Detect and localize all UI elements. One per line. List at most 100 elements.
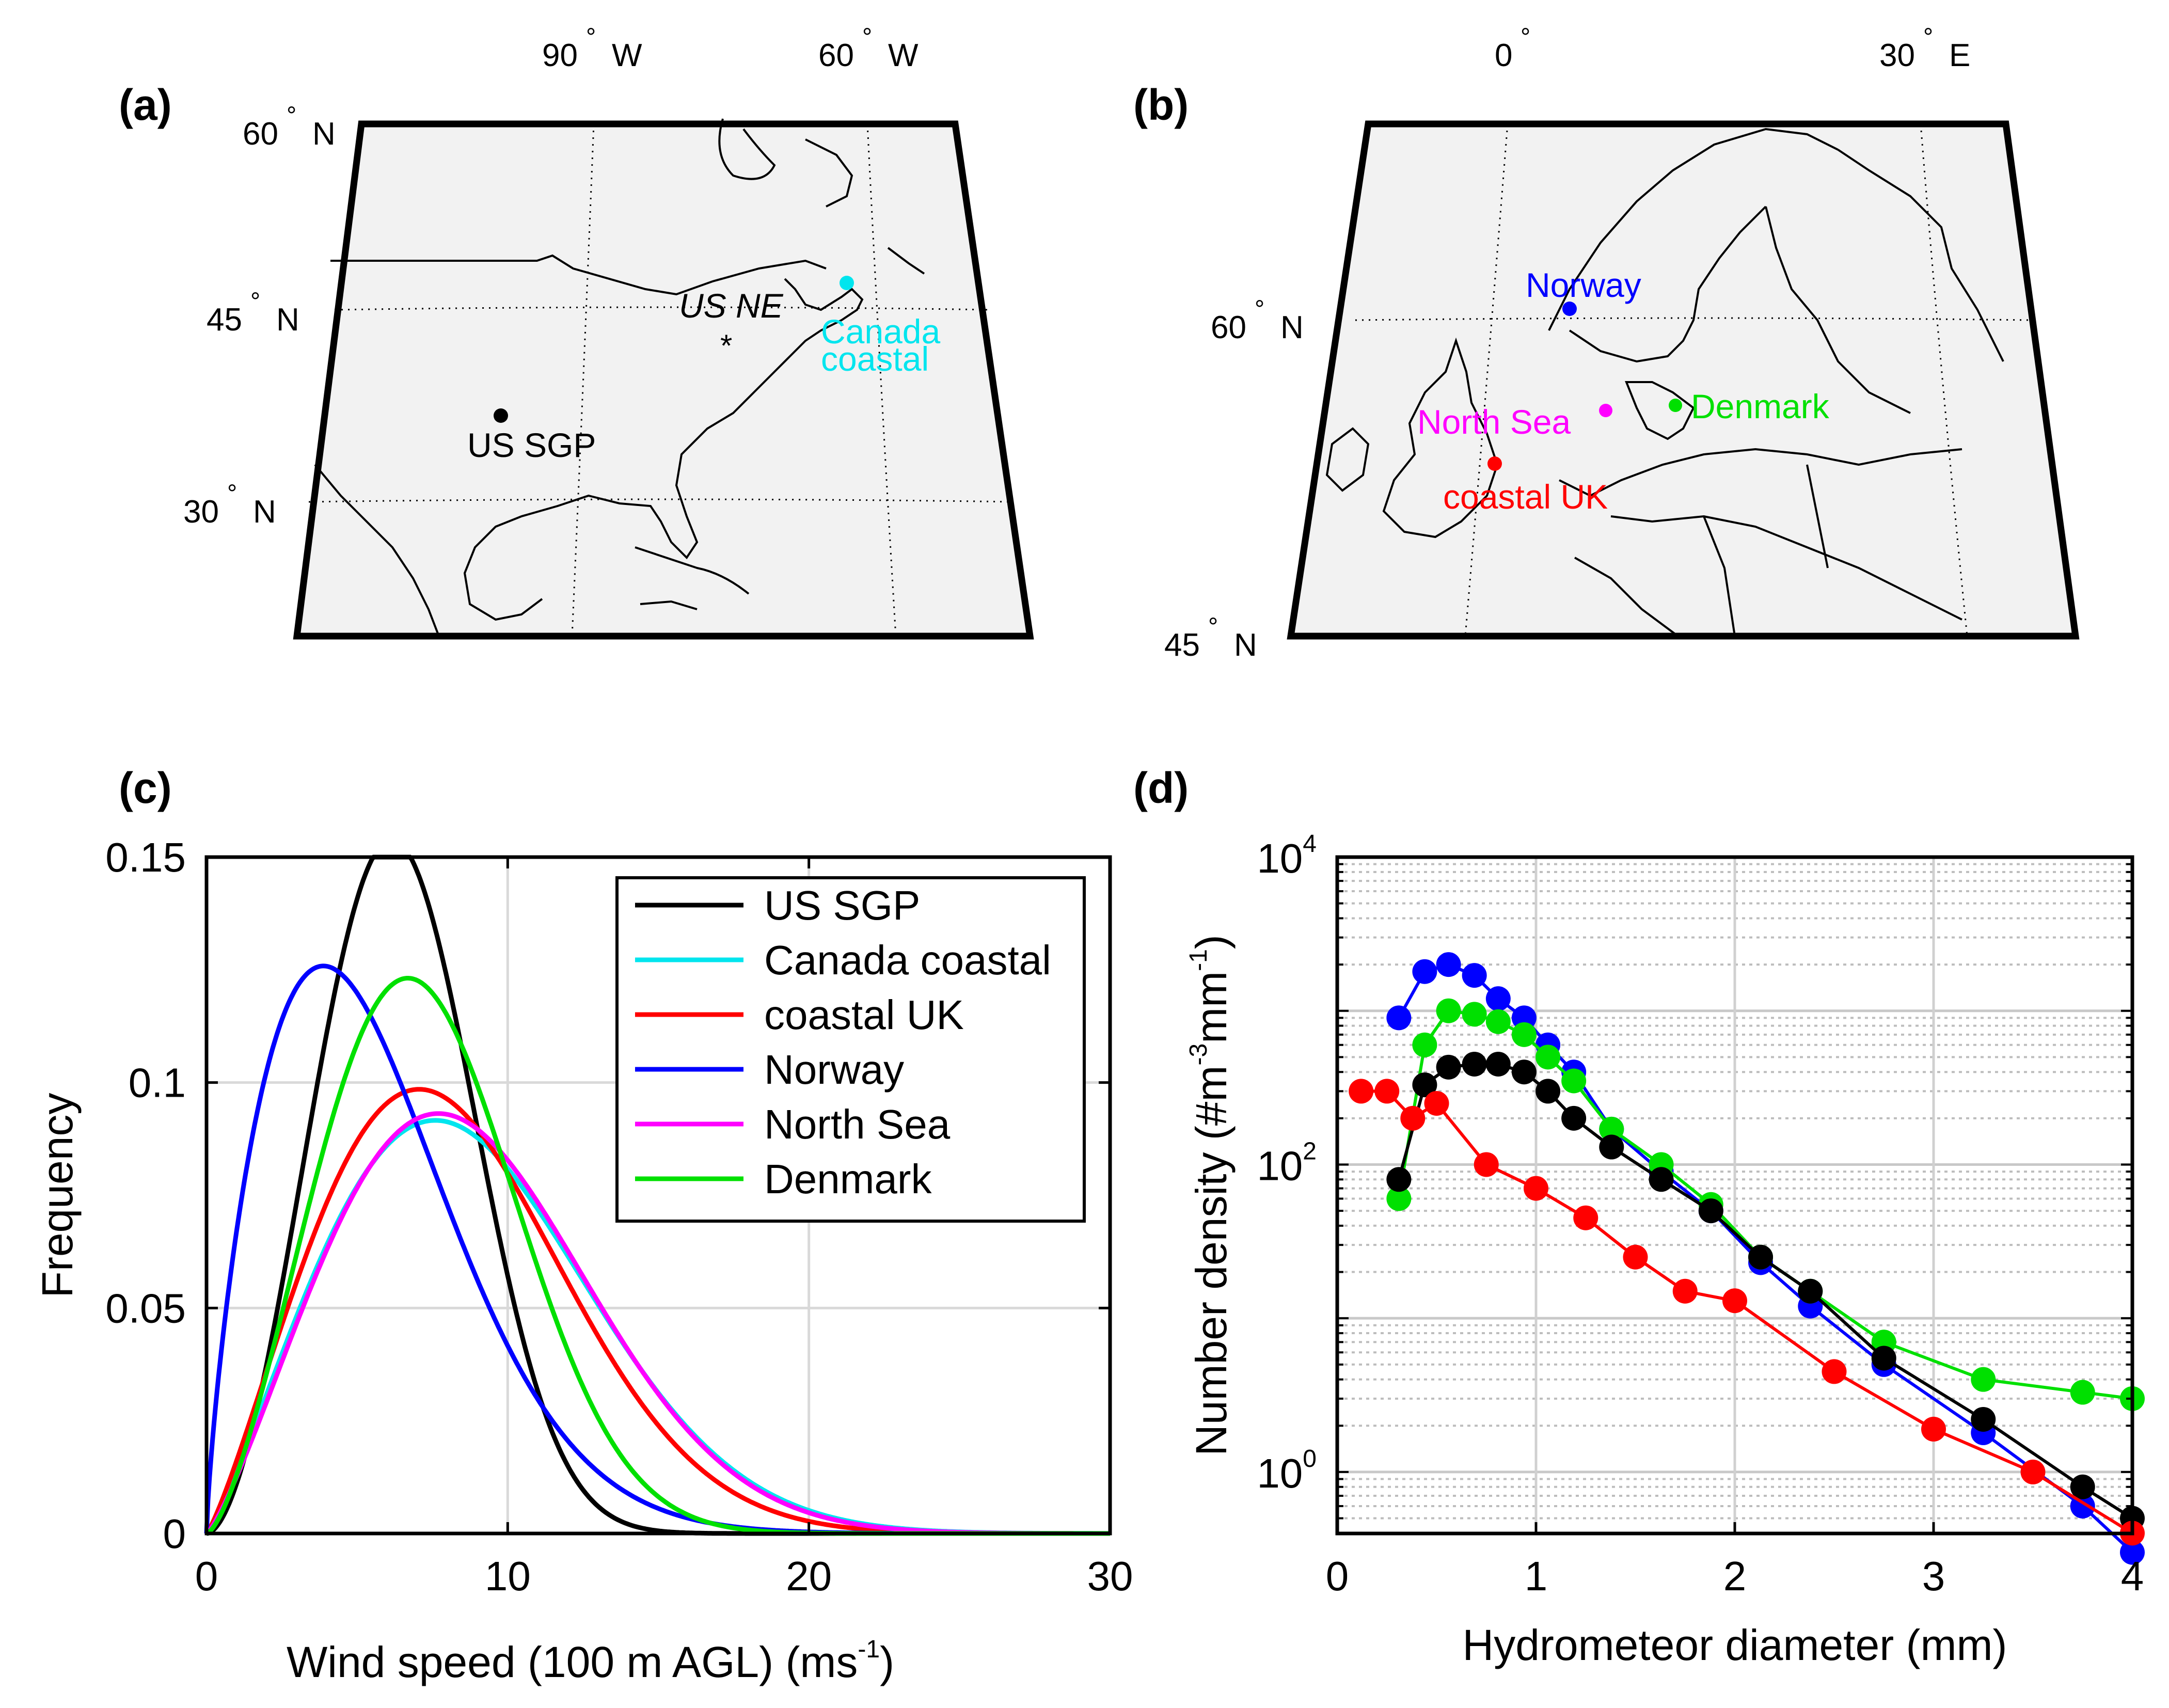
chart-d-xtick-label: 3 — [1922, 1553, 1945, 1599]
chart-d-point-us-sgp — [1971, 1406, 1996, 1432]
chart-d-point-denmark — [1386, 1186, 1412, 1211]
svg-text:60: 60 — [243, 116, 278, 152]
map-b-lon-30e: 30 ° E — [1879, 24, 1970, 73]
chart-c-legend-box — [615, 876, 1086, 1223]
svg-text:°: ° — [250, 288, 260, 315]
chart-d-point-us-sgp — [1386, 1167, 1412, 1192]
chart-d-ticks: 0 1 2 3 4 100 102 104 — [1257, 830, 2144, 1599]
chart-c-ytick-label: 0.05 — [105, 1285, 186, 1331]
chart-d-xtick-label: 0 — [1326, 1553, 1349, 1599]
site-north-sea-label: North Sea — [1417, 403, 1571, 441]
chart-c-ylabel: Frequency — [33, 1093, 82, 1298]
chart-c-xtick-label: 0 — [195, 1553, 218, 1599]
map-a-graticule — [308, 123, 1014, 637]
chart-d-point-norway — [1462, 963, 1487, 988]
chart-d-xtick-label: 1 — [1525, 1553, 1548, 1599]
svg-text:Wind speed (100 m AGL) (ms-1): Wind speed (100 m AGL) (ms-1) — [287, 1636, 894, 1686]
svg-text:°: ° — [1923, 24, 1933, 51]
chart-d-point-norway — [2120, 1540, 2145, 1565]
svg-text:N: N — [1280, 310, 1304, 345]
chart-d-point-us-sgp — [1698, 1198, 1723, 1224]
chart-d-point-us-sgp — [1412, 1072, 1437, 1098]
chart-d-point-coastal-uk — [1400, 1105, 1426, 1131]
svg-text:45: 45 — [207, 302, 242, 338]
chart-c-legend-label-coastal-uk: coastal UK — [764, 992, 964, 1038]
svg-text:0: 0 — [1495, 38, 1512, 73]
chart-d-point-denmark — [1511, 1022, 1537, 1047]
chart-d-point-coastal-uk — [1672, 1278, 1698, 1304]
chart-d-point-us-sgp — [1462, 1051, 1487, 1077]
site-denmark-label: Denmark — [1691, 387, 1830, 425]
svg-text:30: 30 — [183, 494, 219, 530]
chart-d-point-norway — [1485, 986, 1511, 1011]
chart-c-xlabel: Wind speed (100 m AGL) (ms-1) — [287, 1636, 894, 1686]
svg-text:45: 45 — [1164, 627, 1200, 663]
map-b-frame — [1287, 120, 2080, 640]
chart-d-point-coastal-uk — [1921, 1416, 1946, 1442]
chart-d-point-denmark — [1561, 1068, 1587, 1094]
chart-d-point-coastal-uk — [1573, 1205, 1598, 1230]
panel-d: (d) 0 1 2 3 4 100 102 104 Number density (#m-3m… — [1133, 764, 2145, 1669]
svg-text:N: N — [312, 116, 336, 152]
svg-text:30: 30 — [1879, 38, 1915, 73]
chart-d-point-denmark — [1412, 1032, 1437, 1057]
site-canada-coastal-marker — [840, 276, 854, 290]
chart-d-point-norway — [1412, 959, 1437, 984]
panel-d-label: (d) — [1133, 764, 1189, 812]
panel-c-label: (c) — [119, 764, 172, 812]
chart-d-point-us-sgp — [1599, 1134, 1624, 1160]
site-us-ne-marker: * — [720, 328, 732, 363]
site-us-sgp-marker — [494, 408, 508, 423]
chart-c-xtick-label: 30 — [1087, 1553, 1133, 1599]
chart-d-point-denmark — [1436, 998, 1461, 1023]
chart-c-xtick-label: 20 — [786, 1553, 832, 1599]
svg-text:90: 90 — [542, 38, 578, 73]
svg-text:°: ° — [1255, 296, 1264, 323]
chart-d-point-us-sgp — [1798, 1278, 1823, 1304]
chart-d-point-coastal-uk — [1374, 1079, 1400, 1104]
map-b-graticule — [1355, 123, 2032, 637]
svg-text:E: E — [1949, 38, 1970, 73]
chart-d-ylabel: Number density (#m-3mm-1) — [1185, 935, 1236, 1456]
chart-d-point-us-sgp — [1748, 1244, 1774, 1270]
svg-text:Number density (#m-3mm-1): Number density (#m-3mm-1) — [1185, 935, 1236, 1456]
chart-d-grid — [1337, 857, 2132, 1535]
chart-c-legend-label-north-sea: North Sea — [764, 1101, 951, 1147]
chart-d-point-us-sgp — [1649, 1167, 1674, 1192]
chart-d-ytick-label: 102 — [1257, 1137, 1317, 1189]
chart-d-point-norway — [1436, 952, 1461, 977]
chart-d-point-us-sgp — [2070, 1474, 2095, 1499]
chart-c-ytick-label: 0.1 — [129, 1060, 186, 1106]
chart-d-point-coastal-uk — [1722, 1288, 1747, 1314]
chart-c-legend-label-denmark: Denmark — [764, 1156, 932, 1202]
chart-d-point-denmark — [1599, 1116, 1624, 1142]
svg-text:°: ° — [586, 24, 596, 51]
chart-d-point-denmark — [1485, 1009, 1511, 1034]
panel-b: (b) 60 ° N 45 ° N — [1133, 24, 2080, 663]
chart-d-point-us-sgp — [1535, 1079, 1561, 1104]
svg-text:60: 60 — [1211, 310, 1246, 345]
svg-text:N: N — [253, 494, 276, 530]
svg-text:W: W — [888, 38, 919, 73]
panel-c: (c) 0 10 20 30 0 0.05 0.1 0.15 Frequency Wind s… — [33, 764, 1133, 1686]
chart-d-point-norway — [1386, 1005, 1412, 1031]
site-norway-label: Norway — [1526, 266, 1641, 304]
svg-text:W: W — [612, 38, 642, 73]
chart-d-point-us-sgp — [1485, 1051, 1511, 1077]
svg-text:°: ° — [1521, 24, 1530, 51]
chart-c-ytick-label: 0 — [163, 1511, 186, 1557]
chart-d-point-coastal-uk — [1424, 1090, 1449, 1116]
chart-c-legend-label-us-sgp: US SGP — [764, 882, 920, 928]
chart-d-point-denmark — [1535, 1045, 1561, 1070]
chart-d-xlabel: Hydrometeor diameter (mm) — [1463, 1621, 2007, 1669]
svg-text:N: N — [276, 302, 299, 338]
chart-d-series-us-sgp — [1397, 1063, 2133, 1520]
chart-d-point-us-sgp — [1511, 1059, 1537, 1085]
chart-c-ticks: 0 10 20 30 0 0.05 0.1 0.15 — [105, 834, 1133, 1599]
chart-d-point-us-sgp — [1871, 1346, 1896, 1371]
chart-d-xtick-label: 2 — [1723, 1553, 1747, 1599]
chart-c-legend-label-norway: Norway — [764, 1047, 904, 1093]
chart-d-ytick-label: 104 — [1257, 830, 1317, 881]
chart-c-xtick-label: 10 — [485, 1553, 531, 1599]
